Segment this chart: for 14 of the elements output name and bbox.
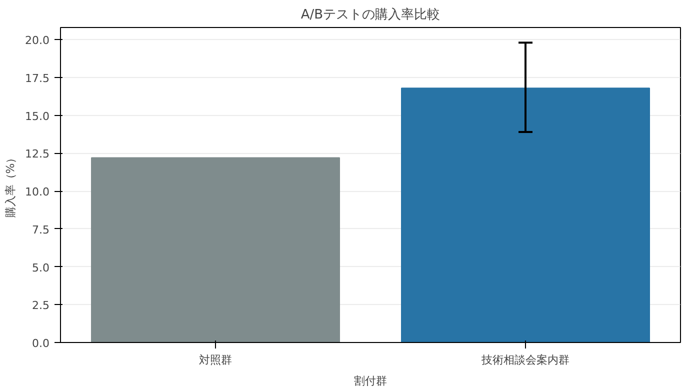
chart-title: A/Bテストの購入率比較 bbox=[300, 6, 440, 22]
y-tick-label: 5.0 bbox=[32, 261, 50, 274]
y-tick-label: 2.5 bbox=[32, 299, 50, 312]
x-tick-label: 技術相談会案内群 bbox=[480, 354, 570, 366]
y-tick-label: 12.5 bbox=[25, 148, 50, 161]
y-tick-label: 15.0 bbox=[25, 110, 50, 123]
x-axis-title: 割付群 bbox=[354, 374, 387, 388]
y-tick-label: 20.0 bbox=[25, 34, 50, 48]
y-tick-label: 0.0 bbox=[32, 337, 50, 350]
y-tick-label: 7.5 bbox=[32, 223, 50, 236]
y-axis-title: 購入率（%） bbox=[4, 152, 18, 218]
y-tick-label: 10.0 bbox=[25, 186, 50, 199]
y-tick-label: 17.5 bbox=[25, 72, 50, 85]
x-tick-label: 対照群 bbox=[199, 354, 232, 366]
